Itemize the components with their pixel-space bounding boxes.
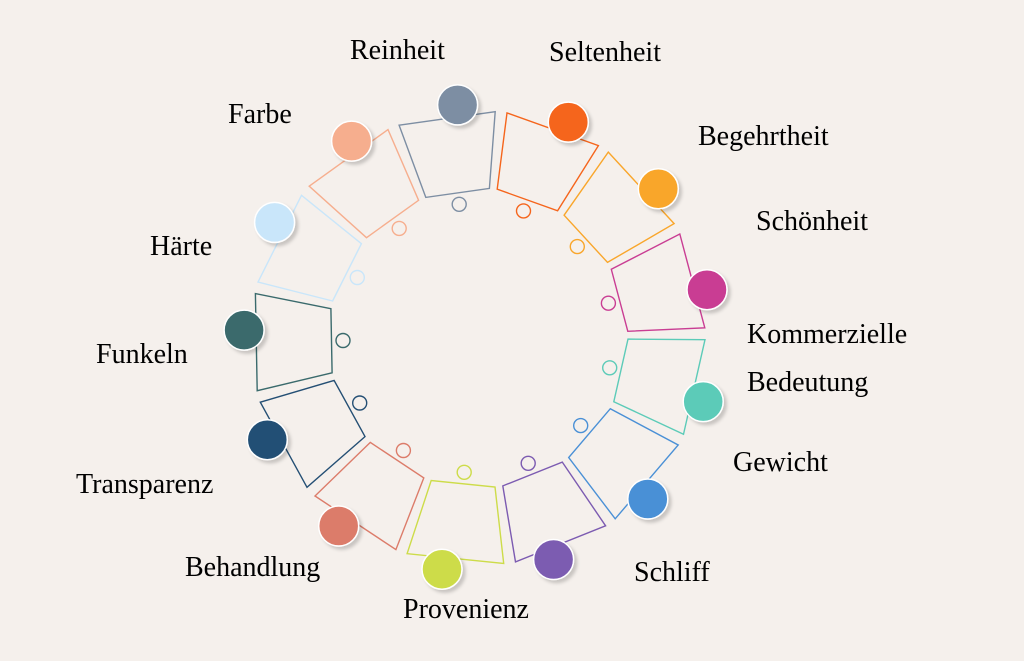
segment-connector-seltenheit xyxy=(515,203,532,219)
segment-outline-transparenz xyxy=(259,379,366,489)
label-begehrtheit: Begehrtheit xyxy=(698,121,829,152)
segment-connector-schoenheit xyxy=(600,295,617,311)
segment-outline-farbe xyxy=(308,128,420,239)
segment-dot-haerte xyxy=(253,201,296,244)
segment-dot-behandlung xyxy=(317,505,360,547)
segment-connector-schliff xyxy=(520,455,536,471)
segment-dot-farbe xyxy=(330,120,373,162)
segment-outline-funkeln xyxy=(254,292,333,392)
label-provenienz: Provenienz xyxy=(403,594,529,625)
segment-connector-provenienz xyxy=(456,464,472,480)
segment-dot-seltenheit xyxy=(547,101,590,143)
segment-outline-behandlung xyxy=(313,441,425,551)
segment-connector-reinheit xyxy=(451,196,467,213)
segment-dot-funkeln xyxy=(223,309,265,351)
label-reinheit: Reinheit xyxy=(350,35,445,66)
segment-dot-reinheit xyxy=(436,84,479,126)
segment-connector-farbe xyxy=(391,220,407,237)
segment-connector-funkeln xyxy=(335,332,351,349)
segment-outline-schoenheit xyxy=(610,232,706,333)
segment-dot-provenienz xyxy=(421,548,463,590)
segment-outline-reinheit xyxy=(398,110,496,199)
label-haerte: Härte xyxy=(150,231,213,262)
segment-dot-kommerzielle xyxy=(682,380,724,423)
segment-connector-haerte xyxy=(349,269,365,286)
label-kommerzielle-bedeutung: Kommerzielle Bedeutung xyxy=(747,319,908,398)
segment-dot-transparenz xyxy=(246,418,289,461)
label-transparenz: Transparenz xyxy=(76,469,214,500)
segment-dot-begehrtheit xyxy=(637,168,680,210)
segment-outline-begehrtheit xyxy=(563,150,676,264)
segment-outline-provenienz xyxy=(406,479,505,565)
label-behandlung: Behandlung xyxy=(185,552,321,583)
label-funkeln: Funkeln xyxy=(96,339,188,370)
segment-outline-seltenheit xyxy=(496,111,600,212)
segment-connector-behandlung xyxy=(395,442,412,459)
label-seltenheit: Seltenheit xyxy=(549,37,661,68)
segment-connector-kommerzielle xyxy=(602,360,618,376)
label-farbe: Farbe xyxy=(228,99,292,130)
label-schliff: Schliff xyxy=(634,557,710,588)
label-gewicht: Gewicht xyxy=(733,447,828,478)
segment-connector-gewicht xyxy=(573,417,589,434)
segment-dot-gewicht xyxy=(627,478,669,520)
segment-dot-schoenheit xyxy=(686,268,728,311)
segment-outline-haerte xyxy=(256,194,363,302)
segment-outline-gewicht xyxy=(567,407,680,520)
segment-outline-kommerzielle xyxy=(612,338,706,436)
label-schoenheit: Schönheit xyxy=(756,206,868,237)
segment-connector-transparenz xyxy=(352,395,368,411)
segment-dot-schliff xyxy=(532,538,575,581)
segment-connector-begehrtheit xyxy=(569,238,585,255)
segment-outline-schliff xyxy=(502,461,607,563)
